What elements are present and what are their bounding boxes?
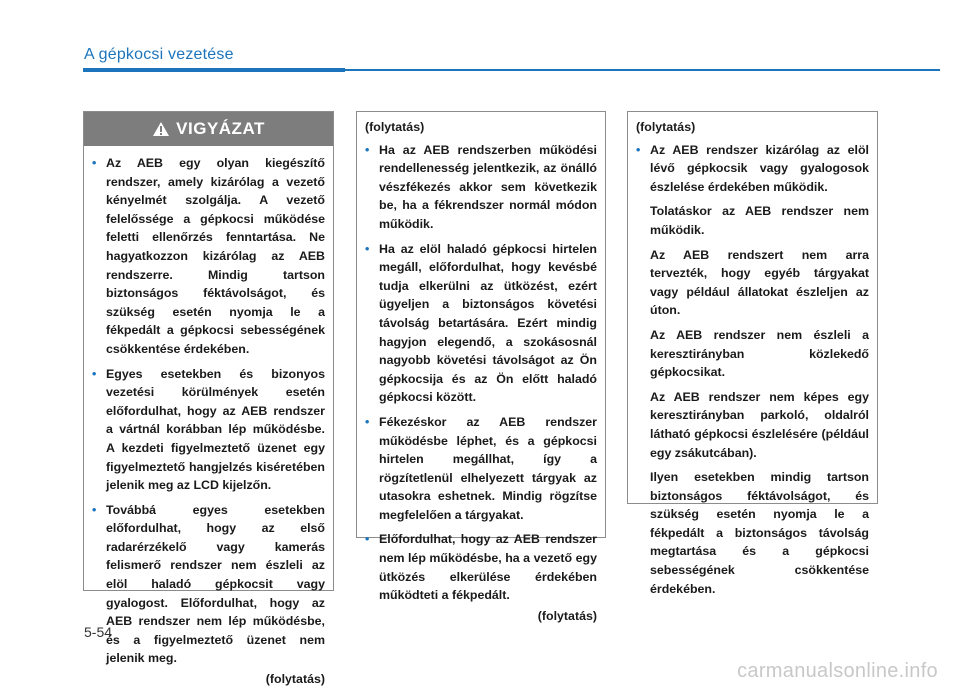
- continued: (folytatás): [537, 608, 597, 623]
- paragraph: Az AEB rendszer nem észleli a keresztirá…: [650, 327, 869, 380]
- header-rule: [83, 68, 345, 72]
- bullet-item: Az AEB rendszer kizárólag az elöl lévő g…: [636, 141, 869, 197]
- continued-from: (folytatás): [365, 120, 425, 134]
- header-rule: [345, 69, 940, 71]
- text-box: (folytatás) Ha az AEB rendszerben működés…: [356, 111, 606, 623]
- continued-from: (folytatás): [636, 120, 696, 134]
- warning-box: VIGYÁZAT Az AEB egy olyan kiegészítő ren…: [83, 111, 334, 686]
- continued: (folytatás): [265, 672, 325, 687]
- bullet-item: Az AEB egy olyan kiegészítő rendszer, am…: [92, 154, 325, 359]
- warning-icon: [153, 122, 170, 136]
- bullet-item: Előfordulhat, hogy az AEB rendszer nem l…: [365, 530, 597, 604]
- text-box: (folytatás) Az AEB rendszer kizárólag az …: [627, 111, 878, 596]
- bullet-item: Továbbá egyes esetekben előfordulhat, ho…: [92, 501, 325, 668]
- paragraph: Ilyen esetekben mindig tartson biztonság…: [650, 470, 869, 596]
- bullet-item: Ha az AEB rendszerben működési rendellen…: [365, 141, 597, 234]
- bullet-item: Egyes esetekben és bizonyos vezetési kör…: [92, 365, 325, 495]
- bullet-item: Fékezéskor az AEB rendszer működésbe lép…: [365, 413, 597, 525]
- bullet-item: Ha az elöl haladó gépkocsi hirtelen megá…: [365, 240, 597, 407]
- paragraph: Az AEB rendszer nem képes egy keresztirá…: [650, 389, 869, 460]
- watermark: carmanualsonline.info: [737, 660, 938, 682]
- warning-title: VIGYÁZAT: [176, 118, 265, 138]
- page-number: 5-54: [84, 624, 113, 640]
- paragraph: Tolatáskor az AEB rendszer nem működik.: [650, 204, 869, 237]
- paragraph: Az AEB rendszert nem arra tervezték, hog…: [650, 247, 869, 318]
- warning-header: VIGYÁZAT: [84, 112, 333, 146]
- section-title: A gépkocsi vezetése: [84, 46, 234, 63]
